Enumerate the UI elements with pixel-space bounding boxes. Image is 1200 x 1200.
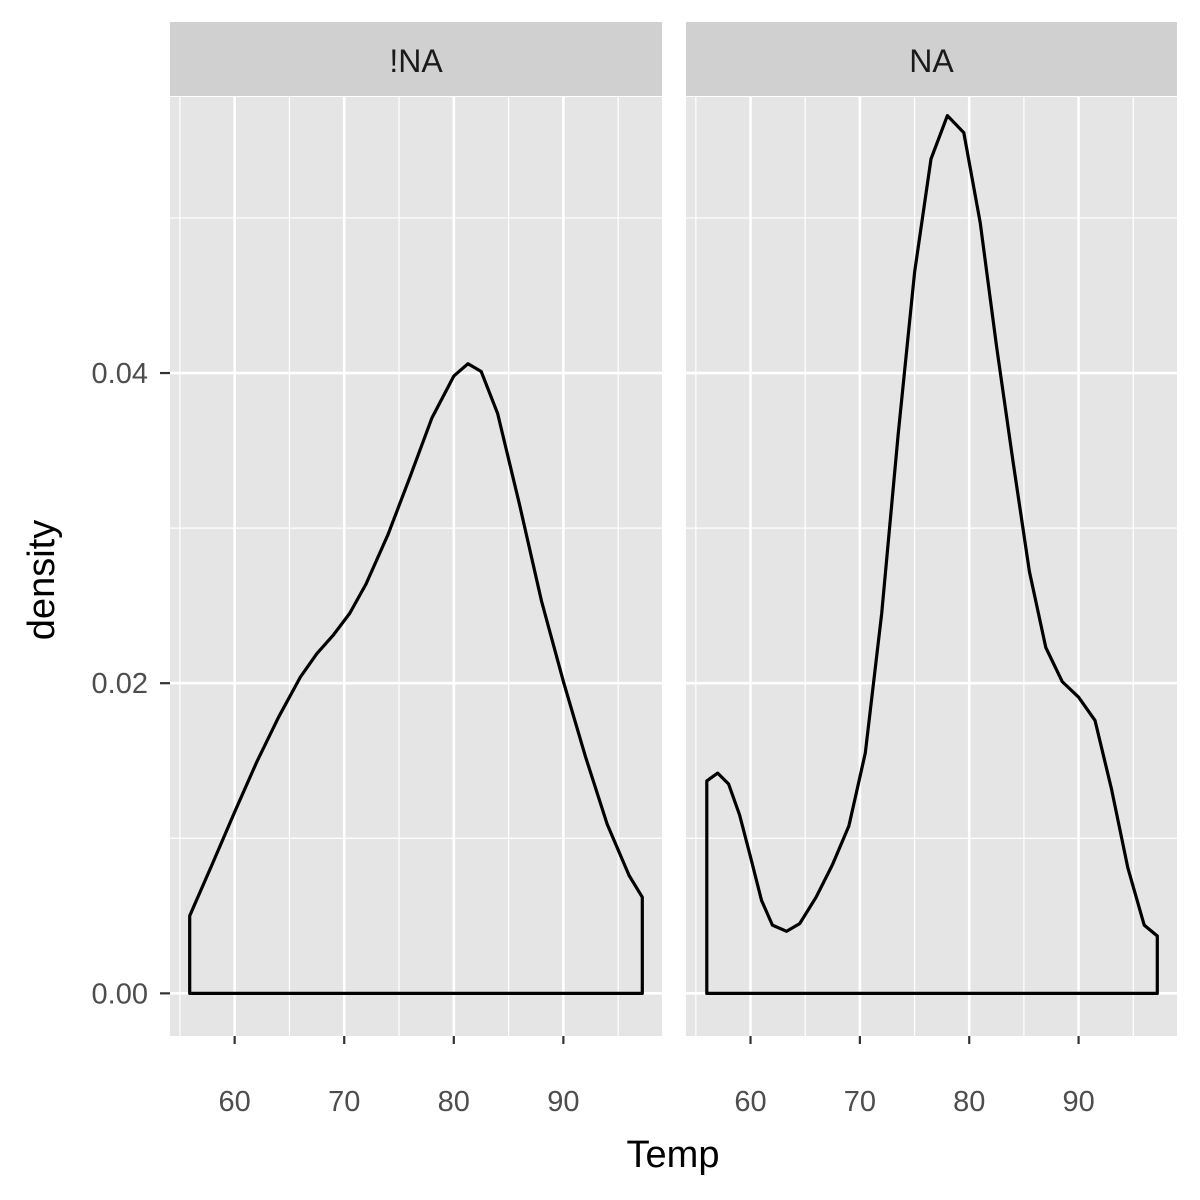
x-tick-label: 80 xyxy=(953,1086,985,1118)
facet-strip-label: NA xyxy=(909,43,954,79)
y-tick-label: 0.00 xyxy=(92,978,148,1010)
density-curve xyxy=(705,113,1159,996)
x-tick-label: 60 xyxy=(219,1086,251,1118)
x-tick-label: 70 xyxy=(328,1086,360,1118)
y-tick-label: 0.02 xyxy=(92,668,148,700)
y-axis: 0.00 0.02 0.04 xyxy=(92,358,170,1010)
facets-group: !NA 60 70 80 90 NA 60 70 80 90 xyxy=(170,22,1177,1118)
facet-strip-background xyxy=(170,22,662,96)
panel-background xyxy=(686,97,1177,1036)
y-axis-title: density xyxy=(21,520,63,640)
facet-strip-background xyxy=(686,22,1177,96)
x-tick-label: 80 xyxy=(438,1086,470,1118)
x-tick-label: 90 xyxy=(1062,1086,1094,1118)
facet-panel-2: NA 60 70 80 90 xyxy=(686,22,1177,1118)
facet-panel-1: !NA 60 70 80 90 xyxy=(170,22,662,1118)
y-tick-label: 0.04 xyxy=(92,358,148,390)
panel-background xyxy=(170,97,662,1036)
x-tick-label: 70 xyxy=(844,1086,876,1118)
density-curve xyxy=(188,362,644,996)
x-axis-title: Temp xyxy=(627,1134,720,1176)
x-tick-label: 60 xyxy=(734,1086,766,1118)
x-tick-label: 90 xyxy=(547,1086,579,1118)
facet-strip-label: !NA xyxy=(389,43,443,79)
